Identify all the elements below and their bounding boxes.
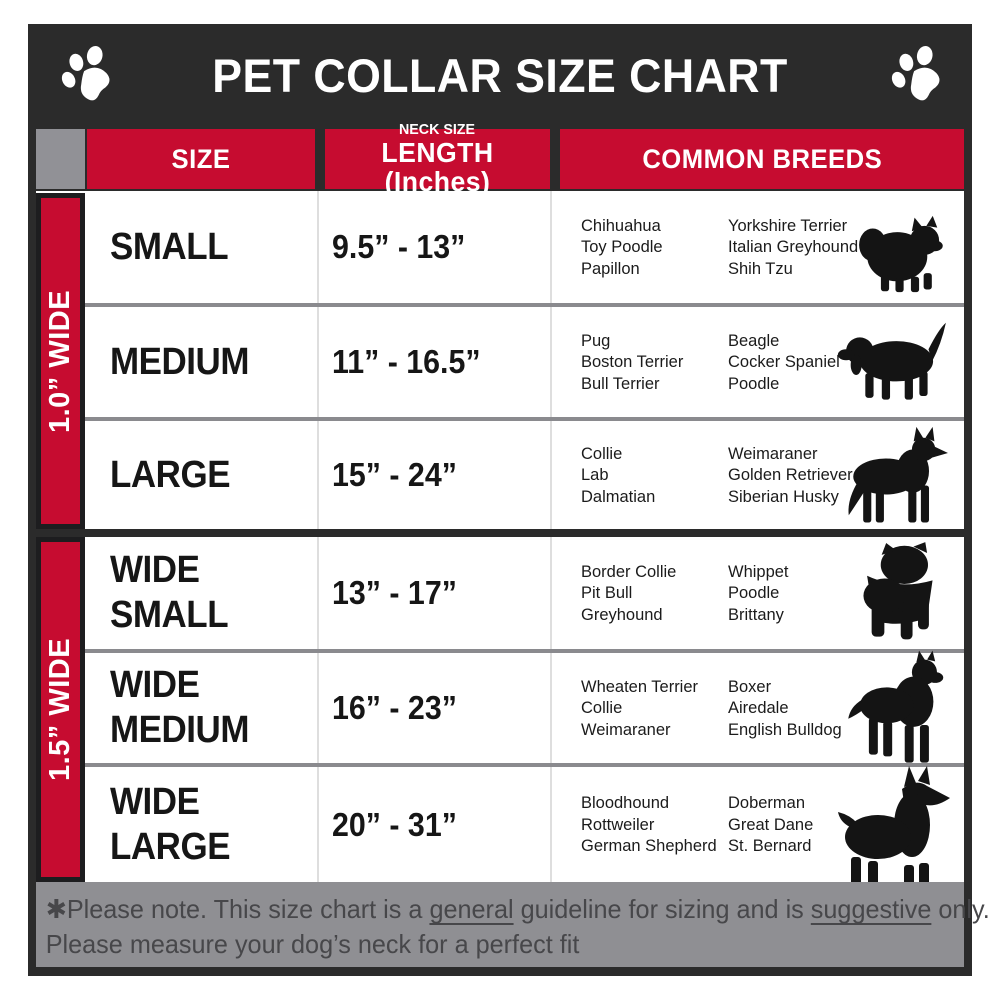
underlined-word: general [429,894,514,924]
table-row: MEDIUM 11” - 16.5” Pug Boston Terrier Bu… [36,307,964,417]
column-divider [317,307,319,417]
size-cell: WIDE MEDIUM [110,664,250,751]
breeds-list: Yorkshire Terrier Italian Greyhound Shih… [728,215,859,278]
row-divider [85,763,964,767]
paw-print-icon [56,44,118,102]
column-divider [550,653,552,763]
row-divider [85,649,964,653]
size-cell: SMALL [110,225,229,268]
breeds-list: Collie Lab Dalmatian [581,443,656,506]
column-divider [550,767,552,882]
breeds-list: Beagle Cocker Spaniel Poodle [728,330,840,393]
table-row: WIDE SMALL 13” - 17” Border Collie Pit B… [36,537,964,649]
table-row: LARGE 15” - 24” Collie Lab Dalmatian Wei… [36,421,964,529]
header-corner-cell [36,129,85,189]
beagle-dog-icon [834,320,958,407]
column-divider [317,653,319,763]
breeds-list: Border Collie Pit Bull Greyhound [581,561,677,624]
size-cell: WIDE SMALL [110,549,229,636]
column-divider [317,767,319,882]
table-row: WIDE LARGE 20” - 31” Bloodhound Rottweil… [36,766,964,927]
title-bar: PET COLLAR SIZE CHART [28,24,972,121]
column-header-breeds: COMMON BREEDS [560,129,964,189]
column-divider [317,421,319,529]
size-cell: WIDE LARGE [110,780,231,868]
row-divider [85,303,964,307]
table-row: WIDE MEDIUM 16” - 23” Wheaten Terrier Co… [36,650,964,763]
section-divider [36,529,964,537]
length-cell: 15” - 24” [332,456,457,493]
column-divider [317,191,319,303]
page-title: PET COLLAR SIZE CHART [212,49,788,102]
side-label-1.5-wide: 1.5” WIDE [36,537,85,882]
size-chart-board: PET COLLAR SIZE CHART SIZE NECK SIZE LEN… [28,24,990,976]
length-cell: 16” - 23” [332,689,457,726]
shepherd-dog-icon [836,426,958,527]
column-header-size: SIZE [87,129,315,189]
column-divider [317,537,319,649]
paw-print-icon [886,44,948,102]
column-divider [550,537,552,649]
table-row: SMALL 9.5” - 13” Chihuahua Toy Poodle Pa… [36,191,964,303]
footer-note: ✱Please note. This size chart is a gener… [36,882,990,967]
size-cell: LARGE [110,453,231,496]
size-cell: MEDIUM [110,340,250,383]
column-divider [550,307,552,417]
pomeranian-dog-icon [850,213,950,295]
breeds-list: Boxer Airedale English Bulldog [728,676,842,739]
bulldog-dog-icon [848,541,948,646]
breeds-list: Doberman Great Dane St. Bernard [728,793,814,856]
length-cell: 11” - 16.5” [332,343,481,380]
column-divider [550,191,552,303]
row-divider [85,417,964,421]
underlined-word: suggestive [810,894,932,924]
breeds-list: Whippet Poodle Brittany [728,561,789,624]
length-cell: 20” - 31” [332,805,457,843]
side-label-1.0-wide: 1.0” WIDE [36,193,85,529]
footer-line-2: Please measure your dog’s neck for a per… [45,929,580,959]
breeds-list: Bloodhound Rottweiler German Shepherd [581,793,717,856]
length-cell: 9.5” - 13” [332,228,466,265]
footer-line-1: ✱Please note. This size chart is a gener… [45,894,990,924]
column-header-length: NECK SIZE LENGTH (Inches) [325,122,550,196]
pitbull-dog-icon [842,645,954,771]
breeds-list: Weimaraner Golden Retriever Siberian Hus… [728,443,853,506]
column-divider [550,421,552,529]
breeds-list: Chihuahua Toy Poodle Papillon [581,215,663,278]
breeds-list: Pug Boston Terrier Bull Terrier [581,330,684,393]
length-cell: 13” - 17” [332,574,457,611]
breeds-list: Wheaten Terrier Collie Weimaraner [581,676,699,739]
